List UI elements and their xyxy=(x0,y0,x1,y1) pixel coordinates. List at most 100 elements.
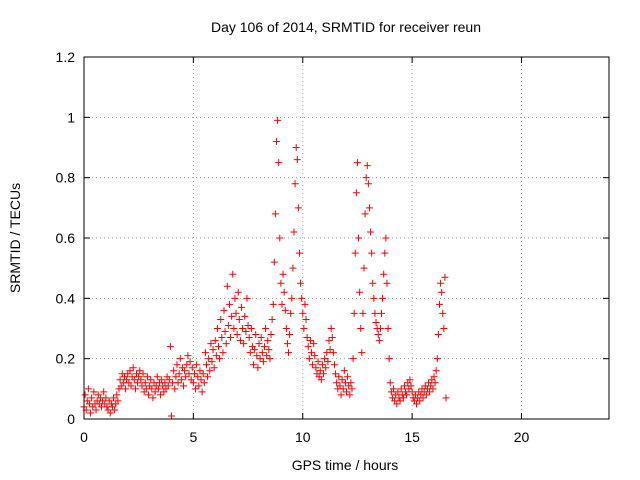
data-point xyxy=(242,328,250,336)
data-point xyxy=(251,346,259,354)
data-point xyxy=(375,337,383,345)
data-point xyxy=(362,174,370,182)
data-point xyxy=(219,349,227,357)
data-point xyxy=(302,315,310,323)
data-point xyxy=(396,397,404,405)
data-point xyxy=(379,294,387,302)
data-point xyxy=(397,385,405,393)
data-point xyxy=(352,189,360,197)
data-point xyxy=(201,349,209,357)
data-point xyxy=(222,340,230,348)
data-point xyxy=(84,385,92,393)
plot-frame xyxy=(83,56,610,420)
data-point xyxy=(351,249,359,257)
data-point xyxy=(131,385,139,393)
data-point xyxy=(279,270,287,278)
data-point xyxy=(276,234,284,242)
data-point xyxy=(245,334,253,342)
data-point xyxy=(271,210,279,218)
data-point xyxy=(413,400,420,408)
data-point xyxy=(343,388,350,396)
data-point xyxy=(88,394,96,402)
data-point xyxy=(327,325,335,332)
data-point xyxy=(183,361,191,369)
data-point xyxy=(291,180,299,188)
data-point xyxy=(434,331,442,339)
data-point xyxy=(400,382,408,390)
data-point xyxy=(176,355,184,363)
data-point xyxy=(220,306,228,314)
data-point xyxy=(244,321,252,329)
data-point xyxy=(288,294,296,302)
data-point xyxy=(381,249,389,257)
data-point xyxy=(257,334,265,342)
data-point xyxy=(308,349,315,357)
data-point xyxy=(314,358,322,366)
data-point xyxy=(285,349,293,357)
data-point xyxy=(208,358,216,366)
data-point xyxy=(298,294,306,302)
data-point xyxy=(81,391,89,399)
data-point xyxy=(170,367,178,375)
data-point xyxy=(301,300,309,308)
data-point xyxy=(305,355,313,363)
data-point xyxy=(212,352,220,360)
data-point xyxy=(336,382,344,390)
data-point xyxy=(267,331,275,339)
data-point xyxy=(113,391,121,399)
data-point xyxy=(361,210,369,218)
data-point xyxy=(181,367,189,375)
x-tick-label: 20 xyxy=(514,429,530,445)
data-point xyxy=(350,309,358,317)
data-point xyxy=(224,321,232,329)
data-point xyxy=(338,376,346,384)
data-point xyxy=(182,373,190,381)
data-point xyxy=(199,370,207,378)
data-point xyxy=(294,204,302,212)
data-point xyxy=(194,373,202,381)
data-point xyxy=(347,379,355,387)
data-point xyxy=(122,385,130,393)
y-tick-label: 0.4 xyxy=(56,290,76,306)
data-point xyxy=(277,279,285,287)
data-point xyxy=(349,355,357,363)
data-point xyxy=(273,137,280,145)
data-point xyxy=(360,264,368,272)
data-point xyxy=(164,382,172,390)
data-point xyxy=(149,394,157,402)
data-point xyxy=(256,355,264,363)
data-point xyxy=(200,379,208,387)
data-point xyxy=(116,376,124,384)
data-point xyxy=(165,376,173,384)
data-point xyxy=(320,370,328,378)
data-point xyxy=(137,376,145,384)
data-point xyxy=(221,328,229,336)
data-point xyxy=(275,159,283,167)
data-point xyxy=(265,346,273,354)
data-point xyxy=(266,355,274,363)
data-point xyxy=(231,294,239,302)
data-point xyxy=(92,406,100,414)
data-point xyxy=(243,294,251,302)
data-point xyxy=(358,349,366,357)
data-point xyxy=(111,406,119,414)
data-point xyxy=(148,385,156,393)
data-point xyxy=(292,144,300,151)
data-point xyxy=(161,379,169,387)
data-point xyxy=(197,376,205,384)
data-point xyxy=(236,337,244,345)
data-point xyxy=(206,367,214,375)
data-point xyxy=(353,159,361,167)
data-point xyxy=(216,355,224,363)
data-point xyxy=(380,270,388,278)
y-tick-label: 1.2 xyxy=(56,49,76,65)
data-point xyxy=(328,334,336,342)
data-point xyxy=(426,388,434,396)
data-point xyxy=(365,204,373,212)
data-point xyxy=(371,309,379,317)
data-point xyxy=(364,180,372,188)
data-point xyxy=(317,376,325,384)
x-axis-label: GPS time / hours xyxy=(292,457,399,473)
data-point xyxy=(383,279,391,287)
y-axis-label: SRMTID / TECUs xyxy=(7,183,23,293)
